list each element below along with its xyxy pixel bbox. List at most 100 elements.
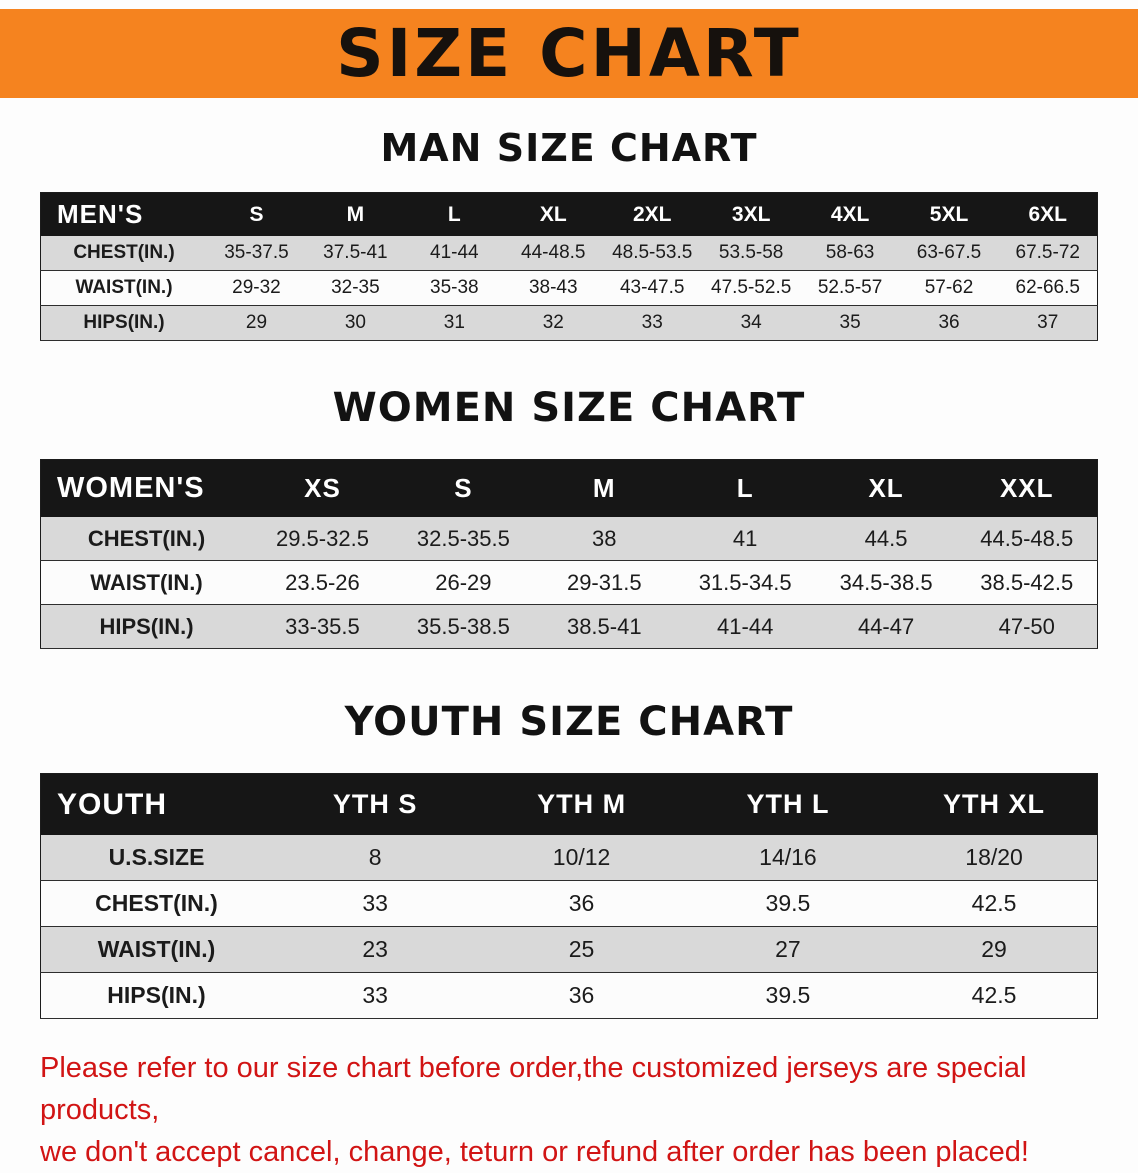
size-value-cell: 29-32 <box>232 277 281 298</box>
size-value-cell: 35-37.5 <box>224 242 289 263</box>
size-value-cell: 31 <box>443 312 465 333</box>
size-value-cell: 34.5-38.5 <box>839 569 933 595</box>
size-header-cell: M <box>346 202 365 226</box>
row-label-cell: U.S.SIZE <box>108 844 205 870</box>
size-value-cell: 36 <box>568 982 595 1008</box>
size-value-cell: 47.5-52.5 <box>711 277 792 298</box>
size-value-cell: 23 <box>362 936 388 962</box>
size-value-cell: 52.5-57 <box>817 277 883 298</box>
size-value-cell: 32 <box>542 312 564 333</box>
size-header-cell: S <box>454 473 473 503</box>
size-value-cell: 26-29 <box>435 569 492 595</box>
men-section: MAN SIZE CHART MEN'S S M L XL 2XL 3XL 4XL 5XL 6XL… <box>0 98 1138 341</box>
size-value-cell: 38-43 <box>528 277 578 298</box>
row-label-cell: WAIST(IN.) <box>90 569 203 595</box>
table-row: WAIST(IN.) 23 25 27 29 <box>40 926 1098 973</box>
size-header-cell: 4XL <box>830 202 870 226</box>
row-label-cell: HIPS(IN.) <box>99 613 194 639</box>
women-section-heading: WOMEN SIZE CHART <box>332 385 806 431</box>
size-value-cell: 36 <box>938 312 960 333</box>
size-value-cell: 44-48.5 <box>521 242 586 263</box>
size-value-cell: 32-35 <box>331 277 380 298</box>
table-header-row: WOMEN'S XS S M L XL XXL <box>40 459 1098 517</box>
size-header-cell: 6XL <box>1028 202 1067 226</box>
women-size-table: WOMEN'S XS S M L XL XXL CHEST(IN.) 29.5-32.5 32.5… <box>40 459 1098 649</box>
size-header-cell: L <box>736 473 754 503</box>
size-value-cell: 44-47 <box>857 613 915 639</box>
size-header-cell: XL <box>868 473 904 503</box>
size-value-cell: 37 <box>1037 312 1059 333</box>
size-value-cell: 36 <box>568 890 595 916</box>
size-value-cell: 63-67.5 <box>916 242 982 263</box>
size-header-cell: XXL <box>999 473 1054 503</box>
size-value-cell: 34 <box>740 312 762 333</box>
youth-section-heading: YOUTH SIZE CHART <box>344 699 794 745</box>
size-value-cell: 14/16 <box>759 844 817 870</box>
size-value-cell: 41-44 <box>430 242 479 263</box>
size-value-cell: 37.5-41 <box>323 242 388 263</box>
table-header-row: MEN'S S M L XL 2XL 3XL 4XL 5XL 6XL <box>40 192 1098 236</box>
table-row: CHEST(IN.) 35-37.5 37.5-41 41-44 44-48.5 48.5… <box>40 236 1098 271</box>
size-value-cell: 35-38 <box>430 277 479 298</box>
size-value-cell: 29 <box>245 312 268 333</box>
disclaimer-line-1: Please refer to our size chart before or… <box>40 1052 1027 1126</box>
size-value-cell: 44.5-48.5 <box>980 525 1074 551</box>
size-value-cell: 47-50 <box>998 613 1055 639</box>
size-header-cell: 3XL <box>731 202 771 226</box>
size-value-cell: 58-63 <box>825 242 875 263</box>
size-value-cell: 27 <box>775 936 801 962</box>
men-section-heading: MAN SIZE CHART <box>380 126 758 170</box>
size-header-cell: XS <box>304 473 341 503</box>
size-value-cell: 23.5-26 <box>285 569 360 595</box>
row-label-cell: HIPS(IN.) <box>83 312 165 333</box>
size-value-cell: 42.5 <box>971 890 1017 916</box>
size-value-cell: 25 <box>568 936 595 962</box>
table-row: WAIST(IN.) 29-32 32-35 35-38 38-43 43-47.5 47.… <box>40 270 1098 306</box>
size-value-cell: 31.5-34.5 <box>698 569 792 595</box>
size-value-cell: 33 <box>641 312 663 333</box>
size-value-cell: 43-47.5 <box>619 277 685 298</box>
size-chart-page: SIZE CHART MAN SIZE CHART MEN'S S M L XL 2XL 3… <box>0 9 1138 1173</box>
table-title-cell: WOMEN'S <box>57 472 205 504</box>
men-size-table: MEN'S S M L XL 2XL 3XL 4XL 5XL 6XL CHEST(IN.) 35-37… <box>40 192 1098 341</box>
size-header-cell: YTH S <box>332 789 418 819</box>
size-header-cell: XL <box>539 202 567 226</box>
size-value-cell: 39.5 <box>765 890 811 916</box>
banner: SIZE CHART <box>0 9 1138 98</box>
page-title: SIZE CHART <box>336 14 802 92</box>
size-value-cell: 57-62 <box>924 277 974 298</box>
size-value-cell: 30 <box>344 312 366 333</box>
row-label-cell: WAIST(IN.) <box>97 936 216 962</box>
disclaimer-line-2: we don't accept cancel, change, teturn o… <box>40 1136 1029 1168</box>
table-title-cell: YOUTH <box>57 787 167 821</box>
size-value-cell: 41 <box>732 525 758 551</box>
youth-section: YOUTH SIZE CHART YOUTH YTH S YTH M YTH L YTH… <box>0 649 1138 1019</box>
size-value-cell: 44.5 <box>864 525 908 551</box>
size-value-cell: 8 <box>368 844 382 870</box>
size-header-cell: L <box>447 202 461 226</box>
table-row: CHEST(IN.) 29.5-32.5 32.5-35.5 38 41 44.5 44.5… <box>40 517 1098 561</box>
table-row: HIPS(IN.) 29 30 31 32 33 34 35 36 37 <box>40 305 1098 341</box>
table-title-cell: MEN'S <box>57 199 144 229</box>
size-value-cell: 10/12 <box>552 844 611 870</box>
size-value-cell: 35.5-38.5 <box>416 613 510 639</box>
size-value-cell: 38.5-41 <box>566 613 642 639</box>
size-header-cell: YTH M <box>537 789 627 819</box>
row-label-cell: CHEST(IN.) <box>73 242 175 263</box>
size-value-cell: 53.5-58 <box>718 242 784 263</box>
women-section: WOMEN SIZE CHART WOMEN'S XS S M L XL XXL CHEST(… <box>0 341 1138 649</box>
size-value-cell: 29-31.5 <box>566 569 642 595</box>
table-row: HIPS(IN.) 33-35.5 35.5-38.5 38.5-41 41-44 44-… <box>40 604 1098 649</box>
row-label-cell: CHEST(IN.) <box>95 890 218 916</box>
size-value-cell: 41-44 <box>717 613 774 639</box>
size-header-cell: S <box>249 202 264 226</box>
size-value-cell: 33-35.5 <box>285 613 360 639</box>
row-label-cell: CHEST(IN.) <box>87 525 206 551</box>
table-row: U.S.SIZE 8 10/12 14/16 18/20 <box>40 835 1098 881</box>
row-label-cell: HIPS(IN.) <box>107 982 206 1008</box>
table-row: WAIST(IN.) 23.5-26 26-29 29-31.5 31.5-34.5 34… <box>40 560 1098 605</box>
size-value-cell: 42.5 <box>971 982 1017 1008</box>
size-value-cell: 29.5-32.5 <box>275 525 369 551</box>
size-header-cell: YTH XL <box>943 789 1046 819</box>
size-value-cell: 33 <box>362 982 388 1008</box>
